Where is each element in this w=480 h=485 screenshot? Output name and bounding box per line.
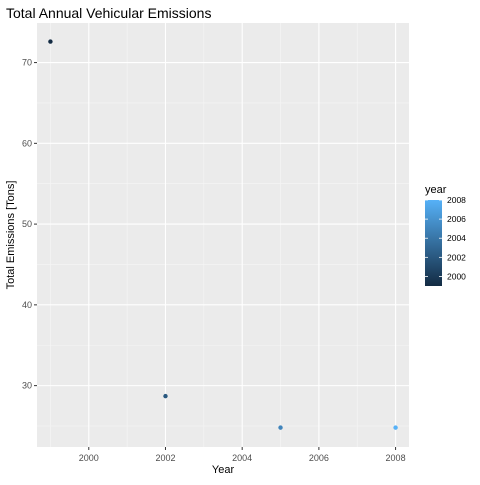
data-points — [48, 39, 398, 430]
y-tick-label: 30 — [22, 381, 32, 391]
chart-title: Total Annual Vehicular Emissions — [6, 5, 211, 21]
legend-tick-label: 2002 — [447, 252, 466, 262]
data-point — [48, 39, 53, 44]
x-axis-ticks: 2000 2002 2004 2006 2008 — [79, 447, 406, 463]
y-axis-ticks: 30 40 50 60 70 — [22, 58, 37, 391]
legend-title: year — [425, 184, 447, 196]
x-tick-label: 2008 — [386, 453, 406, 463]
x-tick-label: 2000 — [79, 453, 99, 463]
y-tick-label: 40 — [22, 300, 32, 310]
legend-tick-label: 2004 — [447, 233, 466, 243]
y-tick-label: 50 — [22, 219, 32, 229]
data-point — [163, 393, 168, 399]
legend-tick-label: 2006 — [447, 214, 466, 224]
legend-tick-label: 2000 — [447, 271, 466, 281]
plot-panel — [37, 23, 409, 447]
x-tick-label: 2004 — [232, 453, 252, 463]
legend-tick-label: 2008 — [447, 195, 466, 205]
y-tick-label: 60 — [22, 138, 32, 148]
legend-ticks: 2008 2006 2004 2002 2000 — [425, 195, 466, 281]
x-tick-label: 2002 — [155, 453, 175, 463]
legend-colorbar — [425, 200, 442, 286]
minor-gridlines — [37, 23, 409, 447]
legend: year 2008 2006 2004 2002 2000 — [425, 184, 466, 286]
data-point — [278, 425, 283, 430]
x-axis-label: Year — [212, 464, 235, 476]
data-point — [393, 425, 398, 430]
y-tick-label: 70 — [22, 58, 32, 68]
major-gridlines — [37, 23, 409, 447]
x-tick-label: 2006 — [309, 453, 329, 463]
y-axis-label: Total Emissions [Tons] — [5, 181, 17, 290]
